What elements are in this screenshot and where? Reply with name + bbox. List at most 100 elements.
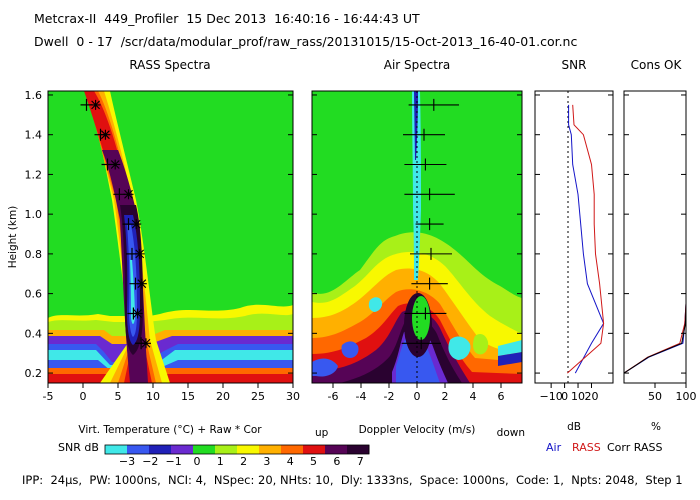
x-tick-label: 20 <box>584 390 598 403</box>
colorbar-tick-label: 2 <box>240 455 247 468</box>
footer-params: IPP: 24μs, PW: 1000ns, NCI: 4, NSpec: 20… <box>22 473 683 487</box>
cons-lines <box>623 104 687 374</box>
y-tick-label: 0.6 <box>25 288 43 301</box>
x-tick-label: 15 <box>181 390 195 403</box>
air-velocity-point <box>410 247 452 260</box>
x-tick-label: 0 <box>561 390 568 403</box>
cons-series-line <box>623 104 687 374</box>
x-tick-label: -2 <box>384 390 395 403</box>
x-tick-label: -5 <box>43 390 54 403</box>
colorbar-swatches <box>104 444 370 455</box>
y-tick-label: 0.4 <box>25 327 43 340</box>
colorbar-ticks: −3 −2 −1 0 1 2 3 4 5 6 7 <box>119 455 364 468</box>
x-tick-label: -4 <box>356 390 367 403</box>
air-x-ticks: -6 -4 -2 0 2 4 6 <box>328 383 505 403</box>
colorbar-tick-label: 7 <box>357 455 364 468</box>
rass-cor-point <box>132 308 143 319</box>
x-tick-label: 6 <box>498 390 505 403</box>
rass-cor-point <box>110 159 121 170</box>
rass-cor-point <box>134 248 145 259</box>
x-tick-label: 100 <box>676 390 697 403</box>
x-tick-label: −10 <box>540 390 563 403</box>
legend-corr-rass: Corr RASS <box>607 441 663 454</box>
cons-xlabel: % <box>651 421 661 433</box>
rass-panel: RASS Spectra -5 0 5 10 15 20 25 30 <box>7 58 300 436</box>
colorbar-swatch <box>105 445 128 454</box>
cons-x-ticks: 50 100 <box>648 383 697 403</box>
colorbar-tick-label: 4 <box>287 455 294 468</box>
x-tick-label: 2 <box>442 390 449 403</box>
rass-y-ticks: 0.2 0.4 0.6 0.8 1.0 1.2 1.4 1.6 <box>25 89 293 380</box>
snr-series-line <box>566 104 605 374</box>
colorbar-swatch <box>347 445 370 454</box>
air-velocity-point <box>404 188 455 201</box>
rass-cor-point <box>141 338 151 349</box>
x-tick-label: 5 <box>115 390 122 403</box>
colorbar-tick-label: −1 <box>166 455 182 468</box>
colorbar-tick-label: 1 <box>217 455 224 468</box>
colorbar-tick-label: 6 <box>333 455 340 468</box>
colorbar-swatch <box>303 445 326 454</box>
colorbar-tick-label: −3 <box>119 455 135 468</box>
snr-xlabel: dB <box>567 421 581 433</box>
air-markers <box>401 98 459 350</box>
y-tick-label: 1.4 <box>25 129 43 142</box>
legend-air: Air <box>546 441 562 454</box>
colorbar-swatch <box>215 445 238 454</box>
air-title: Air Spectra <box>384 58 451 72</box>
rass-cor-point <box>90 99 101 110</box>
cons-title: Cons OK <box>631 58 683 72</box>
x-tick-label: 25 <box>251 390 265 403</box>
air-velocity-point <box>411 277 448 290</box>
x-tick-label: 10 <box>146 390 160 403</box>
rass-xlabel: Virt. Temperature (°C) + Raw * Cor <box>78 424 262 436</box>
colorbar-swatch <box>171 445 194 454</box>
snr-lines <box>566 104 605 374</box>
colorbar-swatch <box>127 445 150 454</box>
x-tick-label: 4 <box>470 390 477 403</box>
colorbar-tick-label: 5 <box>310 455 317 468</box>
snr-y-ticks <box>535 94 613 374</box>
header-line2: Dwell 0 - 17 /scr/data/modular_prof/raw_… <box>34 34 578 49</box>
colorbar-swatch <box>259 445 282 454</box>
snr-panel: SNR −100 10 20 dB <box>534 58 614 433</box>
air-xlabel-up: up <box>315 427 329 439</box>
air-velocity-point <box>404 307 447 320</box>
legend-rass: RASS <box>572 441 601 454</box>
air-velocity-point <box>403 128 445 141</box>
rass-title: RASS Spectra <box>129 58 210 72</box>
y-tick-label: 0.2 <box>25 367 43 380</box>
rass-heatmap <box>48 91 293 383</box>
x-tick-label: 0 <box>414 390 421 403</box>
colorbar-swatch <box>281 445 304 454</box>
x-tick-label: 0 <box>80 390 87 403</box>
colorbar-label: SNR dB <box>58 441 99 454</box>
air-velocity-point <box>401 337 441 350</box>
air-heatmap <box>312 91 522 383</box>
snr-series-line <box>568 104 605 374</box>
rass-cor-point <box>100 129 111 140</box>
snr-x-ticks: −100 10 20 <box>540 383 598 403</box>
x-tick-label: 50 <box>648 390 662 403</box>
rass-cor-point <box>123 189 134 200</box>
cons-series-line <box>623 104 687 374</box>
rass-cor-point <box>136 278 147 289</box>
air-velocity-point <box>415 218 444 231</box>
x-tick-label: -6 <box>328 390 339 403</box>
y-tick-label: 1.0 <box>25 208 43 221</box>
rass-cor-point <box>131 219 142 230</box>
cons-series-line <box>623 104 687 374</box>
colorbar-tick-label: 0 <box>193 455 200 468</box>
air-xlabel: Doppler Velocity (m/s) <box>359 424 476 436</box>
snr-colorbar: SNR dB −3 −2 −1 0 1 2 3 4 5 6 7 <box>58 441 370 468</box>
rass-raw-point <box>113 188 126 201</box>
colorbar-swatch <box>325 445 348 454</box>
cons-y-ticks <box>624 94 686 374</box>
header-line1: Metcrax-II 449_Profiler 15 Dec 2013 16:4… <box>34 11 420 26</box>
air-velocity-point <box>408 98 459 111</box>
snr-title: SNR <box>562 58 587 72</box>
colorbar-swatch <box>149 445 172 454</box>
air-xlabel-down: down <box>497 427 525 439</box>
colorbar-tick-label: 3 <box>263 455 270 468</box>
